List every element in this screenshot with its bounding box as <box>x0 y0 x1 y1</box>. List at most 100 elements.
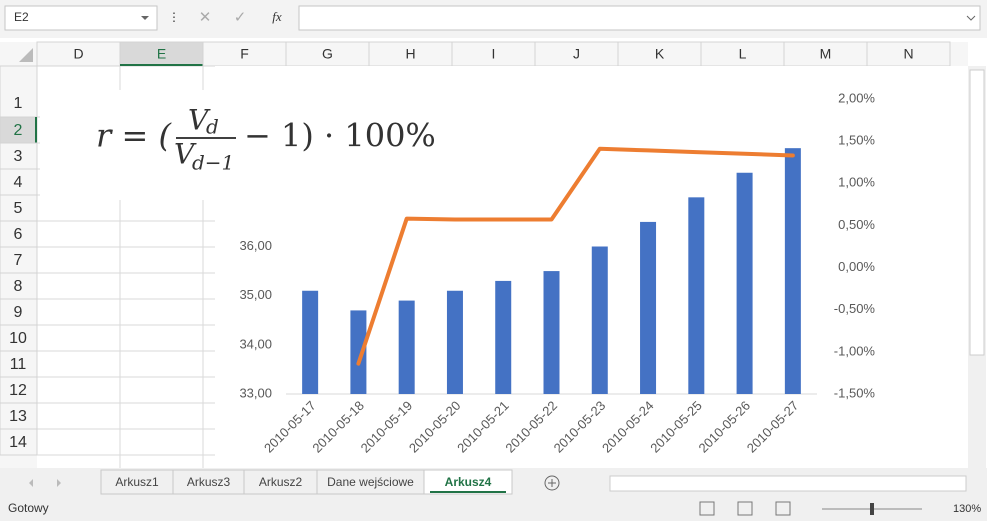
row-label: 14 <box>9 434 27 451</box>
sheet-tab[interactable] <box>423 469 513 495</box>
column-label: I <box>492 46 496 62</box>
formula-bg <box>40 90 445 200</box>
sheet-tab[interactable] <box>172 469 245 495</box>
bar[interactable] <box>591 246 608 395</box>
row-label: 12 <box>9 382 27 399</box>
row-header[interactable] <box>0 65 38 118</box>
y2-tick-label: -1,00% <box>834 343 876 358</box>
select-all[interactable] <box>19 48 33 62</box>
new-sheet[interactable] <box>544 475 560 491</box>
scroll-thumb[interactable] <box>969 69 985 356</box>
column-label: L <box>739 46 747 62</box>
row-label: 13 <box>9 408 27 425</box>
row-header[interactable] <box>0 376 38 404</box>
line[interactable] <box>356 146 795 366</box>
formula-text: r = ( <box>96 117 172 155</box>
y2-tick-label: 0,50% <box>838 217 875 232</box>
row-header[interactable] <box>0 246 38 274</box>
formula-input[interactable] <box>298 5 981 31</box>
formula-text: V <box>188 104 211 137</box>
formula-text: d−1 <box>192 151 234 175</box>
row-label: 2 <box>14 122 23 139</box>
bar[interactable] <box>688 197 705 394</box>
y2-tick-label: 0,00% <box>838 259 875 274</box>
column-header[interactable] <box>202 41 287 67</box>
horizontal-scrollbar[interactable] <box>609 475 967 492</box>
y-tick-label: 34,00 <box>239 336 272 351</box>
fx-button[interactable]: fx <box>272 9 282 24</box>
sheet-tab-label: Arkusz3 <box>187 475 231 489</box>
column-label: N <box>903 46 913 62</box>
bar[interactable] <box>640 221 657 394</box>
row-label: 5 <box>14 200 23 217</box>
column-header[interactable] <box>866 41 951 67</box>
row-header[interactable] <box>0 194 38 222</box>
row-header[interactable] <box>0 142 38 170</box>
sheet-tab[interactable] <box>243 469 318 495</box>
bar[interactable] <box>736 172 753 394</box>
column-header[interactable] <box>451 41 536 67</box>
column-header[interactable] <box>783 41 868 67</box>
row-header[interactable] <box>0 324 38 352</box>
status-text: Gotowy <box>8 501 49 515</box>
bar[interactable] <box>398 300 415 394</box>
y2-tick-label: 2,00% <box>838 90 875 105</box>
y-tick-label: 36,00 <box>239 238 272 253</box>
sheet-tab-label: Dane wejściowe <box>327 475 414 489</box>
column-header[interactable] <box>617 41 702 67</box>
column-label: H <box>405 46 415 62</box>
row-label: 3 <box>14 148 23 165</box>
sheet-tabs: Arkusz1 Arkusz3 Arkusz2 Dane wejściowe Arkus… <box>0 468 987 497</box>
dropdown[interactable] <box>141 16 149 20</box>
separator: ⋮ <box>168 10 180 24</box>
formula-image[interactable]: r = ( V d V d−1 − 1) · 100% <box>40 90 445 200</box>
sheet-tab[interactable] <box>316 469 425 495</box>
row-header[interactable] <box>0 298 38 326</box>
bar[interactable] <box>350 310 367 394</box>
name-box[interactable] <box>4 5 158 31</box>
row-label: 4 <box>14 174 23 191</box>
expand[interactable] <box>966 15 976 21</box>
row-label: 11 <box>10 356 27 373</box>
row-label: 1 <box>14 95 23 112</box>
column-label: G <box>322 46 333 62</box>
page-break-view[interactable] <box>775 501 791 516</box>
formula-text: V <box>174 138 197 171</box>
row-label: 9 <box>14 304 23 321</box>
zoom-level[interactable]: 130% <box>953 503 981 515</box>
sheet-tab[interactable] <box>100 469 174 495</box>
bar[interactable] <box>302 290 319 394</box>
normal-view[interactable] <box>699 501 715 516</box>
sheet-tab-label: Arkusz4 <box>445 475 492 489</box>
bar[interactable] <box>543 271 560 394</box>
tab-nav-right[interactable] <box>57 479 61 487</box>
bar[interactable] <box>495 280 512 394</box>
column-label: F <box>240 46 249 62</box>
row-label: 7 <box>14 252 23 269</box>
y2-tick-label: 1,50% <box>838 133 875 148</box>
sheet-tab-label: Arkusz2 <box>259 475 303 489</box>
enter-icon[interactable]: ✓ <box>234 9 247 26</box>
column-label: K <box>655 46 665 62</box>
column-label: M <box>820 46 832 62</box>
zoom-thumb[interactable] <box>870 503 874 515</box>
name-box-text: E2 <box>14 10 29 24</box>
y2-tick-label: 1,00% <box>838 175 875 190</box>
page-layout-view[interactable] <box>737 501 753 516</box>
row-header[interactable] <box>0 428 38 456</box>
y-tick-label: 35,00 <box>239 287 272 302</box>
row-header[interactable] <box>0 272 38 300</box>
bar[interactable] <box>446 290 463 394</box>
bar[interactable] <box>784 148 801 394</box>
formula-text: d <box>206 115 219 139</box>
row-header[interactable] <box>0 402 38 430</box>
row-header[interactable] <box>0 168 38 196</box>
cancel-icon[interactable]: ✕ <box>199 9 212 26</box>
column-header[interactable] <box>285 41 370 67</box>
formula-text: − 1) · 100% <box>244 117 436 155</box>
y2-tick-label: -0,50% <box>834 301 876 316</box>
tab-nav-left[interactable] <box>29 479 33 487</box>
